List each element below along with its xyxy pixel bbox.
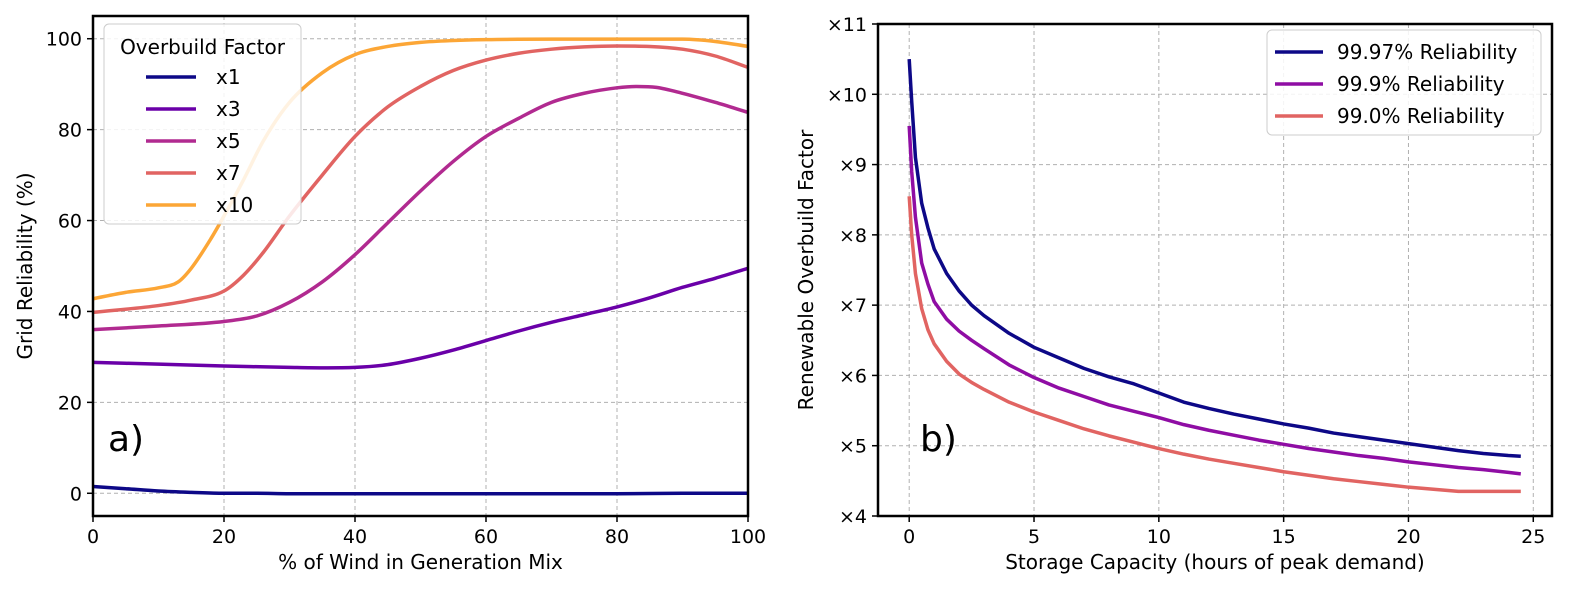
- legend-entry: x5: [216, 129, 241, 153]
- x-tick-label: 40: [343, 526, 367, 548]
- y-axis-label: Renewable Overbuild Factor: [794, 129, 818, 410]
- series-line-99-9-reliability: [907, 125, 1521, 476]
- x-tick-label: 60: [474, 526, 498, 548]
- y-tick-label: ×9: [839, 155, 867, 177]
- legend-box: [1266, 29, 1542, 136]
- x-axis-label: % of Wind in Generation Mix: [278, 550, 563, 574]
- plot-frame: [876, 22, 1554, 518]
- panel-b: 0 5 10 15 20 25 ×4 ×5 ×6 ×7 ×8 ×9 ×10 ×11 Storage Capa…: [794, 14, 1554, 574]
- series-group: [907, 59, 1521, 494]
- y-tick-label: ×10: [827, 84, 867, 106]
- x-axis-label: Storage Capacity (hours of peak demand): [1005, 550, 1425, 574]
- series-line-x10: [93, 37, 748, 301]
- legend-entry: x7: [216, 161, 241, 185]
- x-tick-label: 25: [1521, 526, 1545, 548]
- legend-entry: 99.9% Reliability: [1337, 72, 1505, 96]
- y-tick-label: 0: [70, 483, 82, 505]
- panel-label: b): [920, 419, 957, 460]
- legend-entry: x3: [216, 97, 241, 121]
- legend: Overbuild Factor x1 x3 x5 x7 x10: [103, 23, 302, 225]
- y-tick-label: 20: [58, 392, 82, 414]
- legend-title: Overbuild Factor: [120, 35, 286, 59]
- x-tick-label: 15: [1272, 526, 1296, 548]
- x-tick-label: 80: [605, 526, 629, 548]
- x-tick-label: 5: [1028, 526, 1040, 548]
- y-tick-label: 100: [46, 29, 82, 51]
- y-axis-label: Grid Reliability (%): [13, 172, 37, 359]
- legend-entry: x10: [216, 193, 253, 217]
- y-tick-label: ×4: [839, 506, 867, 528]
- series-line-x1: [93, 484, 748, 496]
- x-tick-label: 100: [730, 526, 766, 548]
- x-tick-label: 20: [1396, 526, 1420, 548]
- panel-label: a): [108, 419, 144, 460]
- y-tick-label: 60: [58, 211, 82, 233]
- legend: 99.97% Reliability 99.9% Reliability 99.0%…: [1266, 29, 1542, 136]
- y-tick-label: ×5: [839, 436, 867, 458]
- series-group: [93, 37, 748, 496]
- plot-frame: [91, 14, 750, 518]
- x-tick-label: 20: [212, 526, 236, 548]
- series-line-99-0-reliability: [907, 196, 1521, 494]
- series-line-99-97-reliability: [907, 59, 1521, 459]
- y-tick-label: ×7: [839, 295, 867, 317]
- panel-a: 0 20 40 60 80 100 0 20 40 60 80 100 % of Wind in Gen…: [13, 14, 766, 574]
- x-tick-label: 10: [1147, 526, 1171, 548]
- legend-entry: 99.97% Reliability: [1337, 40, 1517, 64]
- series-line-x7: [93, 44, 748, 315]
- series-line-x3: [93, 266, 748, 370]
- series-line-x5: [93, 84, 748, 332]
- x-tick-label: 0: [87, 526, 99, 548]
- y-tick-label: ×11: [827, 14, 867, 36]
- y-tick-label: ×8: [839, 225, 867, 247]
- x-tick-label: 0: [903, 526, 915, 548]
- y-tick-label: 40: [58, 301, 82, 323]
- y-tick-label: ×6: [839, 365, 867, 387]
- legend-entry: x1: [216, 65, 241, 89]
- legend-entry: 99.0% Reliability: [1337, 104, 1505, 128]
- y-tick-label: 80: [58, 120, 82, 142]
